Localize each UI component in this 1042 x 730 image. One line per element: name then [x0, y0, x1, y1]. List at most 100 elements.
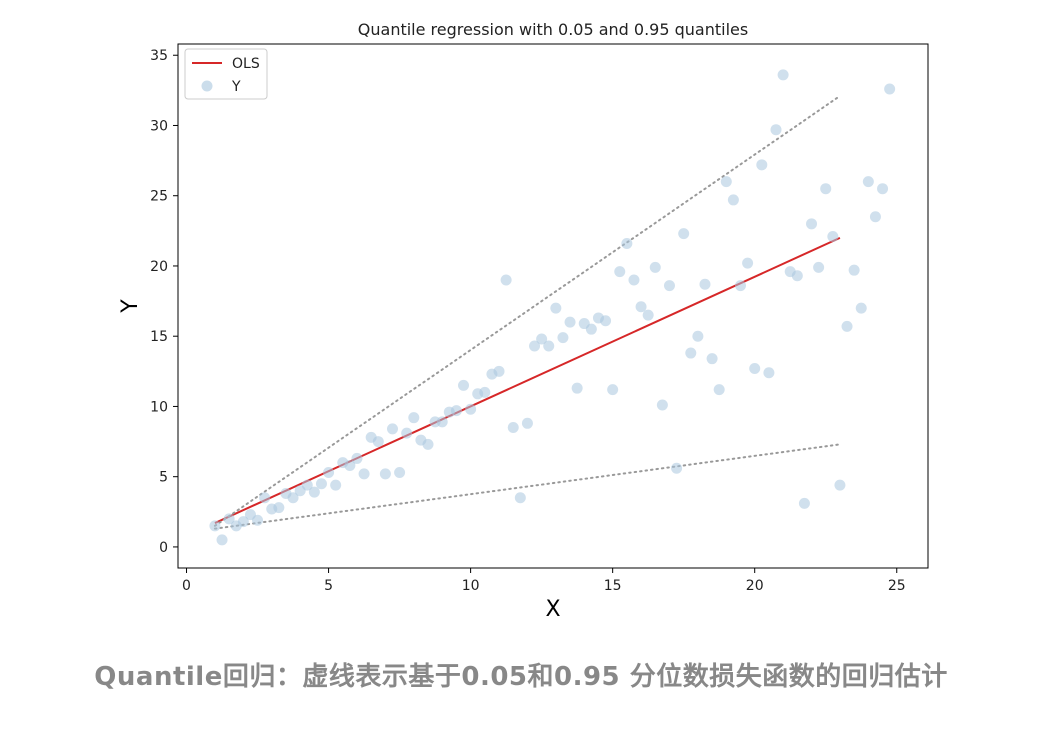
scatter-point: [777, 69, 789, 81]
scatter-point: [607, 384, 619, 396]
scatter-point: [408, 412, 420, 424]
scatter-point: [529, 340, 541, 352]
scatter-point: [308, 486, 320, 498]
scatter-point: [770, 124, 782, 136]
x-tick-label: 0: [182, 578, 191, 594]
y-tick-label: 0: [159, 540, 168, 556]
scatter-point: [252, 514, 264, 526]
scatter-point: [458, 379, 470, 391]
scatter-points: [209, 69, 896, 546]
scatter-point: [827, 230, 839, 242]
scatter-point: [479, 386, 491, 398]
scatter-point: [735, 280, 746, 292]
scatter-point: [841, 320, 853, 332]
scatter-point: [543, 340, 555, 352]
scatter-point: [706, 353, 718, 365]
y-tick-label: 25: [150, 189, 168, 205]
scatter-point: [713, 384, 725, 396]
scatter-point: [521, 417, 533, 429]
x-axis-label: X: [545, 597, 560, 622]
scatter-point: [287, 492, 299, 504]
scatter-point: [600, 315, 612, 327]
legend-ols-label: OLS: [232, 56, 260, 72]
scatter-point: [301, 479, 313, 491]
scatter-point: [557, 332, 569, 344]
scatter-point: [237, 516, 249, 528]
scatter-point: [259, 492, 271, 504]
x-axis-ticks: 0 5 10 15 20 25: [182, 568, 906, 594]
scatter-point: [763, 367, 775, 379]
scatter-point: [330, 479, 342, 491]
legend: OLS Y: [184, 48, 268, 100]
scatter-point: [550, 302, 562, 314]
scatter-point: [614, 266, 626, 278]
x-tick-label: 10: [462, 578, 480, 594]
scatter-point: [663, 280, 675, 292]
scatter-point: [720, 176, 732, 188]
scatter-point: [834, 479, 846, 491]
scatter-point: [344, 459, 356, 471]
scatter-point: [571, 382, 583, 394]
figure-caption: Quantile回归：虚线表示基于0.05和0.95 分位数损失函数的回归估计: [94, 662, 948, 692]
scatter-point: [379, 468, 391, 480]
scatter-point: [685, 347, 697, 359]
scatter-point: [401, 427, 413, 439]
scatter-point: [422, 438, 434, 450]
scatter-point: [465, 403, 477, 415]
scatter-point: [450, 405, 462, 417]
scatter-point: [649, 261, 661, 273]
quantile-regression-chart: Quantile regression with 0.05 and 0.95 q…: [0, 0, 1042, 640]
scatter-point: [862, 176, 874, 188]
scatter-point: [635, 301, 647, 313]
scatter-point: [671, 462, 683, 474]
scatter-point: [536, 333, 548, 345]
x-tick-label: 20: [746, 578, 764, 594]
scatter-point: [848, 264, 860, 276]
scatter-point: [877, 183, 889, 195]
scatter-point: [564, 316, 576, 328]
scatter-point: [209, 520, 221, 532]
scatter-point: [628, 274, 640, 286]
scatter-point: [372, 436, 384, 448]
scatter-point: [394, 466, 406, 478]
scatter-point: [749, 363, 761, 375]
quantile-095-line: [213, 94, 841, 527]
y-tick-label: 15: [150, 329, 168, 345]
scatter-point: [386, 423, 398, 435]
scatter-point: [656, 399, 668, 411]
chart-title: Quantile regression with 0.05 and 0.95 q…: [358, 20, 748, 39]
scatter-point: [699, 278, 711, 290]
scatter-point: [351, 452, 363, 464]
scatter-point: [869, 211, 881, 223]
scatter-point: [358, 468, 370, 480]
y-tick-label: 35: [150, 48, 168, 64]
scatter-point: [756, 159, 768, 171]
y-tick-label: 5: [159, 470, 168, 486]
scatter-point: [642, 309, 654, 321]
scatter-point: [315, 478, 327, 490]
y-tick-label: 30: [150, 118, 168, 134]
scatter-point: [742, 257, 754, 269]
figure-background: [0, 0, 1042, 640]
x-tick-label: 5: [324, 578, 333, 594]
x-tick-label: 15: [604, 578, 622, 594]
scatter-point: [585, 323, 597, 335]
scatter-point: [507, 422, 519, 434]
scatter-point: [791, 270, 803, 282]
scatter-point: [820, 183, 832, 195]
y-tick-label: 20: [150, 259, 168, 275]
scatter-point: [436, 416, 448, 428]
y-axis-ticks: 0 5 10 15 20 25 30 35: [150, 48, 178, 556]
y-axis-label: Y: [118, 299, 143, 314]
legend-y-swatch: [201, 80, 213, 92]
scatter-point: [273, 502, 285, 514]
scatter-point: [798, 497, 810, 509]
scatter-point: [223, 513, 235, 525]
scatter-point: [621, 237, 633, 249]
legend-y-label: Y: [231, 79, 241, 95]
scatter-point: [727, 194, 739, 206]
scatter-point: [500, 274, 512, 286]
scatter-point: [323, 466, 335, 478]
plot-frame: [177, 43, 929, 569]
scatter-point: [678, 228, 690, 240]
